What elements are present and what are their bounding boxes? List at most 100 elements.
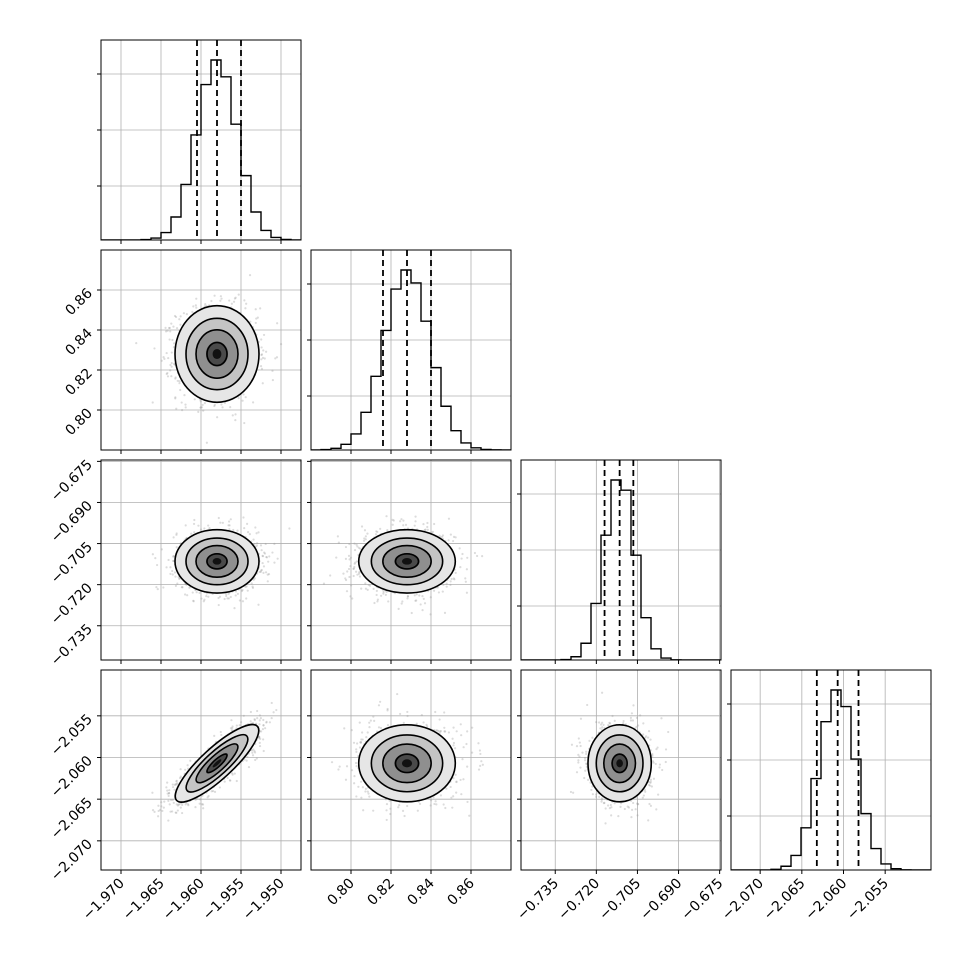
hist-bar <box>371 376 381 450</box>
sample-point <box>253 577 256 580</box>
sample-point <box>414 599 417 602</box>
sample-point <box>218 786 221 789</box>
sample-point <box>192 600 195 603</box>
sample-point <box>442 583 445 586</box>
sample-point <box>422 523 425 526</box>
sample-point <box>454 571 457 574</box>
sample-point <box>195 591 198 594</box>
scatter-1-0 <box>135 274 283 450</box>
sample-point <box>259 307 262 310</box>
sample-point <box>266 580 269 583</box>
sample-point <box>220 297 223 300</box>
sample-point <box>170 351 173 354</box>
hist-bar <box>171 217 181 240</box>
sample-point <box>220 733 223 737</box>
sample-point <box>165 566 168 569</box>
panel-1-0: 0.800.820.840.86 <box>62 249 302 454</box>
sample-point <box>265 556 269 559</box>
sample-point <box>385 515 388 518</box>
sample-point <box>227 597 230 600</box>
sample-point <box>413 594 416 597</box>
sample-point <box>400 518 403 521</box>
sample-point <box>353 548 357 552</box>
sample-point <box>250 582 253 585</box>
sample-point <box>234 413 237 416</box>
sample-point <box>230 302 234 305</box>
sample-point <box>397 607 400 610</box>
sample-point <box>178 776 182 780</box>
sample-point <box>449 533 452 536</box>
sample-point <box>363 537 366 540</box>
sample-point <box>426 525 429 529</box>
sample-point <box>228 524 231 527</box>
sample-point <box>172 559 175 563</box>
hist-bar <box>241 176 251 240</box>
sample-point <box>163 357 166 361</box>
sample-point <box>329 574 332 577</box>
sample-point <box>191 591 194 594</box>
sample-point <box>162 356 165 359</box>
sample-point <box>221 406 224 409</box>
contour-line <box>370 537 444 586</box>
sample-point <box>481 555 484 558</box>
panel-0-0 <box>97 39 302 244</box>
sample-point <box>376 530 379 534</box>
sample-point <box>203 527 206 530</box>
sample-point <box>256 316 259 319</box>
sample-point <box>348 575 351 579</box>
sample-point <box>202 600 205 603</box>
sample-point <box>175 780 178 783</box>
sample-point <box>174 575 177 578</box>
sample-point <box>255 532 258 535</box>
sample-point <box>217 516 220 520</box>
sample-point <box>263 551 266 554</box>
sample-point <box>257 531 260 534</box>
sample-point <box>364 535 367 538</box>
sample-point <box>360 525 364 528</box>
sample-point <box>223 780 226 783</box>
sample-point <box>368 584 372 587</box>
hist-bar <box>161 233 171 240</box>
sample-point <box>176 804 180 807</box>
sample-point <box>180 586 184 589</box>
sample-point <box>362 539 366 542</box>
sample-point <box>276 322 279 325</box>
sample-point <box>176 379 179 382</box>
sample-point <box>192 522 196 526</box>
sample-point <box>246 589 249 592</box>
sample-point <box>375 530 378 533</box>
sample-point <box>169 572 172 575</box>
sample-point <box>260 568 263 572</box>
sample-point <box>234 419 237 422</box>
contour-line <box>206 341 228 367</box>
sample-point <box>230 719 233 722</box>
sample-point <box>151 553 154 556</box>
sample-point <box>228 299 231 302</box>
sample-point <box>171 810 174 813</box>
hist-bar <box>401 270 411 450</box>
sample-point <box>175 811 178 814</box>
sample-point <box>351 597 354 600</box>
sample-point <box>207 794 210 798</box>
sample-point <box>421 595 424 598</box>
sample-point <box>160 359 163 362</box>
sample-point <box>249 320 252 323</box>
sample-point <box>181 409 184 412</box>
sample-point <box>216 416 219 419</box>
sample-point <box>255 544 258 547</box>
sample-point <box>221 521 224 524</box>
sample-point <box>258 723 261 726</box>
sample-point <box>174 584 177 587</box>
sample-point <box>203 598 206 601</box>
sample-point <box>452 577 455 580</box>
sample-point <box>260 549 263 552</box>
sample-point <box>229 595 232 599</box>
sample-point <box>254 758 257 762</box>
sample-point <box>452 539 455 543</box>
sample-point <box>367 583 370 587</box>
sample-point <box>356 545 359 548</box>
sample-point <box>252 578 255 581</box>
scatter-3-0 <box>151 701 278 822</box>
sample-point <box>174 315 178 319</box>
sample-point <box>178 803 181 806</box>
